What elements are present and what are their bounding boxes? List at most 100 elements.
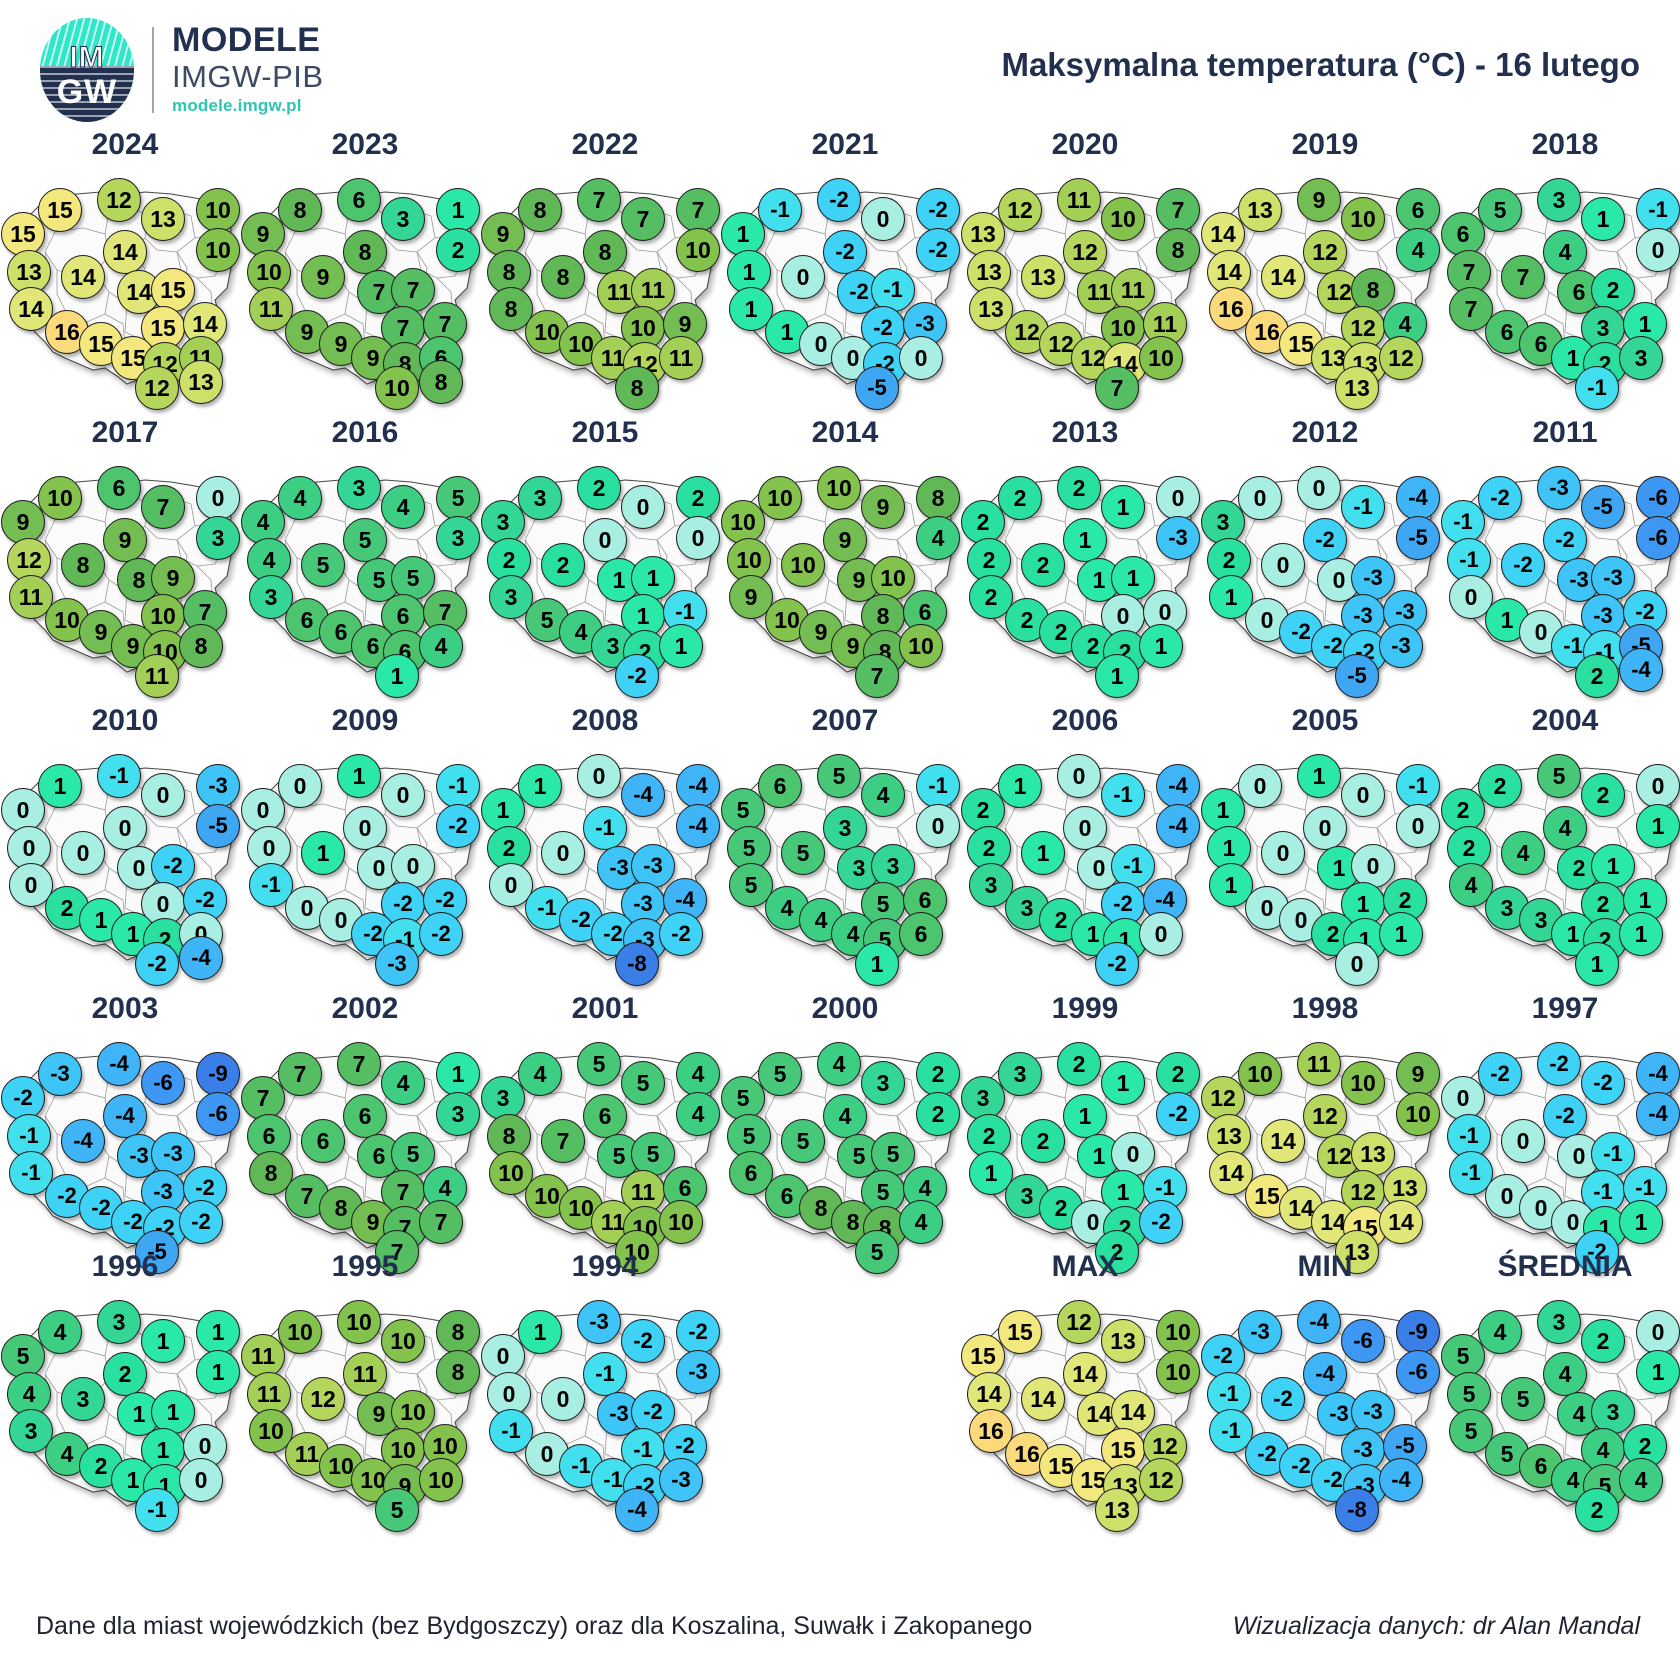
station-value-zakopane: 7	[375, 1230, 419, 1274]
map-panel-2008: 2008 1 1 0 -4 -4 -4 2 0 -1 0 -3 -3 -1 -2 -3 -4 -2 -3 -2 -8	[481, 706, 725, 986]
map-panel-2012: 2012 3 0 0 -1 -4 -5 2 0 -2 1 0 -3 0 -2 -3 -3 -2 -2 -3 -5	[1201, 418, 1445, 698]
map-panel-title: 2015	[571, 416, 639, 449]
station-value-warszawa: -2	[151, 844, 195, 888]
station-value-torun: 12	[1303, 230, 1347, 274]
station-value-poznan: 4	[1501, 831, 1545, 875]
map-panel-2010: 2010 0 1 -1 0 -3 -5 0 0 0 0 0 -2 2 1 0 -2 1 2 0 -2 -4	[1, 706, 245, 986]
station-value-gdansk: 11	[1297, 1042, 1341, 1086]
station-value-gorzow: 10	[247, 250, 291, 294]
station-value-bialystok: 2	[436, 228, 480, 272]
station-value-torun: 14	[1063, 1352, 1107, 1396]
station-value-szczecin: -1	[1441, 500, 1485, 544]
station-value-bialystok: 4	[916, 516, 960, 560]
station-value-zakopane: 10	[615, 1230, 659, 1274]
station-value-zakopane: 1	[855, 942, 899, 986]
page-footer: Dane dla miast wojewódzkich (bez Bydgosz…	[0, 1600, 1680, 1680]
station-value-bialystok: 0	[1636, 228, 1680, 272]
station-value-olsztyn: 4	[381, 485, 425, 529]
station-value-warszawa: -2	[631, 1390, 675, 1434]
station-value-torun: -2	[823, 230, 867, 274]
station-value-olsztyn: 10	[381, 1319, 425, 1363]
map-panel-title: 2000	[811, 992, 879, 1025]
station-value-koszalin: 0	[1238, 764, 1282, 808]
station-value-szczecin: 0	[481, 1334, 525, 1378]
station-value-rzeszow: 8	[179, 624, 223, 668]
station-value-bialystok: 10	[1396, 1092, 1440, 1136]
station-value-torun: 12	[1063, 230, 1107, 274]
station-value-olsztyn: 1	[1101, 485, 1145, 529]
station-value-rzeszow: 10	[899, 624, 943, 668]
station-value-koszalin: 10	[38, 476, 82, 520]
map-panel-2024: 2024 15 15 12 13 10 10 13 14 14 14 14 15 16 15 15 14 15 1…	[1, 130, 245, 410]
map-panel-2017: 2017 9 10 6 7 0 3 12 8 9 11 8 9 10 9 10 7 9 10 8 11	[1, 418, 245, 698]
poland-map: 9 8 7 7 7 10 8 8 8 8 11 11 10 10 10 9 11 12 11 8	[481, 172, 725, 410]
station-value-rzeszow: 0	[899, 336, 943, 380]
station-value-gorzow: 5	[1447, 1372, 1491, 1416]
map-panel-title: MIN	[1297, 1250, 1353, 1283]
station-value-gorzow: 8	[487, 250, 531, 294]
station-value-torun: 12	[1303, 1094, 1347, 1138]
station-value-torun: 8	[343, 230, 387, 274]
poland-map: 3 3 2 0 2 0 2 2 0 3 1 1 5 4 1 -1 3 2 1 -2	[481, 460, 725, 698]
station-value-bialystok: 4	[1396, 228, 1440, 272]
station-value-koszalin: 1	[38, 764, 82, 808]
map-panel-title: 2003	[91, 992, 159, 1025]
station-value-bialystok: -4	[676, 804, 720, 848]
station-value-koszalin: 1	[998, 764, 1042, 808]
station-value-gdansk: 6	[97, 466, 141, 510]
station-value-bialystok: 4	[676, 1092, 720, 1136]
map-panel-2015: 2015 3 3 2 0 2 0 2 2 0 3 1 1 5 4 1 -1 3 2 1 -2	[481, 416, 725, 698]
map-panel-1995: 1995 11 10 10 10 8 8 11 12 11 10 9 10 11 10 10 10 10 9 10 5	[241, 1252, 485, 1532]
station-value-szczecin: 15	[961, 1334, 1005, 1378]
map-panel-2021: 2021 1 -1 -2 0 -2 -2 1 0 -2 1 -2 -1 1 0 -2 -3 0 -2 0 -5	[721, 130, 965, 410]
logo-im-text: IM	[69, 40, 105, 74]
map-panel-title: 2004	[1531, 704, 1599, 737]
station-value-poznan: 1	[1021, 831, 1065, 875]
station-value-warszawa: -1	[871, 268, 915, 312]
station-value-koszalin: -1	[758, 188, 802, 232]
station-value-koszalin: 4	[38, 1310, 82, 1354]
station-value-koszalin: -3	[1238, 1310, 1282, 1354]
station-value-lublin: -5	[1383, 1424, 1427, 1468]
station-value-zakopane: 11	[135, 654, 179, 698]
map-panel-title: 2020	[1051, 128, 1119, 161]
station-value-koszalin: 15	[998, 1310, 1042, 1354]
station-value-torun: -4	[1303, 1352, 1347, 1396]
station-value-gdansk: 3	[97, 1300, 141, 1344]
station-value-zakopane: -5	[1335, 654, 1379, 698]
station-value-rzeszow: 1	[659, 624, 703, 668]
station-value-torun: -2	[1303, 518, 1347, 562]
station-value-rzeszow: 0	[179, 1458, 223, 1502]
map-panel-title: 2016	[331, 416, 399, 449]
station-value-bialystok: 8	[1156, 228, 1200, 272]
station-value-torun: 14	[103, 230, 147, 274]
imgw-logo: IM GW MODELE IMGW-PIB modele.imgw.pl	[40, 18, 324, 122]
station-value-olsztyn: -2	[621, 1319, 665, 1363]
station-value-olsztyn: 0	[1341, 773, 1385, 817]
map-panel-title: 2011	[1532, 416, 1598, 449]
poland-map: 2 2 2 1 0 -3 2 2 1 2 1 1 2 2 0 0 2 2 1 1	[961, 460, 1205, 698]
station-value-torun: -1	[583, 1352, 627, 1396]
station-value-poznan: 9	[301, 255, 345, 299]
station-value-gorzow: 4	[247, 538, 291, 582]
station-value-zakopane: 2	[1575, 1488, 1619, 1532]
station-value-koszalin: 1	[518, 764, 562, 808]
station-value-zakopane: -2	[135, 942, 179, 986]
station-value-suwalki: 2	[916, 1052, 960, 1096]
station-value-szczecin: -2	[1201, 1334, 1245, 1378]
station-value-bialystok: 1	[196, 1350, 240, 1394]
station-value-gdansk: 1	[337, 754, 381, 798]
station-value-poznan: 0	[61, 831, 105, 875]
station-value-koszalin: 4	[278, 476, 322, 520]
station-value-szczecin: 6	[1441, 212, 1485, 256]
station-value-bialystok: 10	[196, 228, 240, 272]
station-value-bialystok: -2	[436, 804, 480, 848]
station-value-torun: 4	[1543, 1352, 1587, 1396]
station-value-olsztyn: 2	[1581, 773, 1625, 817]
station-value-olsztyn: 10	[1341, 197, 1385, 241]
station-value-olsztyn: 5	[621, 1061, 665, 1105]
map-panel-1994: 1994 0 1 -3 -2 -2 -3 0 0 -1 -1 -3 -2 0 -1 -1 -2 -1 -2 -3 -4	[481, 1252, 725, 1532]
station-value-torun: 0	[1303, 806, 1347, 850]
station-value-suwalki: -1	[916, 764, 960, 808]
